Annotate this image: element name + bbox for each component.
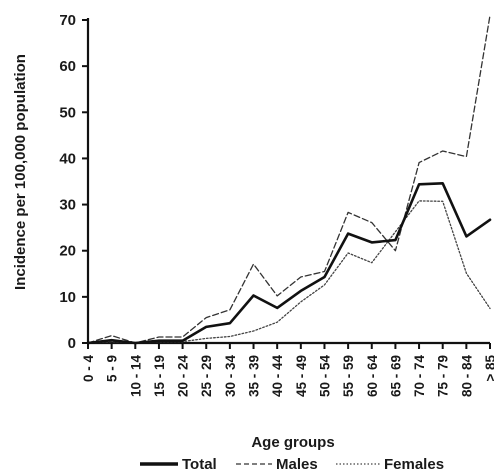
series-lines [86, 14, 492, 345]
x-tick-label: 50 - 54 [317, 355, 332, 398]
x-tick-label: 80 - 84 [459, 355, 474, 398]
y-tick-label: 40 [59, 150, 76, 167]
x-tick-label: 5 - 9 [105, 355, 120, 382]
x-tick-label: 10 - 14 [128, 355, 143, 398]
x-tick-label: 55 - 59 [341, 355, 356, 397]
y-axis: 0 10 20 30 40 50 60 70 [59, 12, 90, 352]
x-axis-title: Age groups [251, 434, 334, 451]
x-tick-label: 35 - 39 [247, 355, 262, 397]
x-tick-label: 0 - 4 [81, 355, 96, 383]
x-tick-label: 25 - 29 [199, 355, 214, 397]
x-tick-label: > 85 [483, 355, 494, 382]
y-tick-label: 70 [59, 12, 76, 29]
y-tick-label: 30 [59, 197, 76, 214]
x-tick-label: 45 - 49 [294, 355, 309, 397]
x-tick-label: 40 - 44 [270, 355, 285, 398]
legend: Total Males Females [140, 456, 444, 473]
y-tick-label: 0 [68, 335, 76, 352]
series-line-females [87, 200, 491, 344]
x-tick-label: 75 - 79 [436, 355, 451, 397]
series-line-males [87, 14, 491, 344]
legend-label-males: Males [276, 456, 318, 473]
x-tick-label: 30 - 34 [223, 355, 238, 398]
legend-label-females: Females [384, 456, 444, 473]
y-tick-label: 20 [59, 243, 76, 260]
x-tick-label: 15 - 19 [152, 355, 167, 397]
series-line-total [86, 182, 492, 345]
y-axis-title: Incidence per 100,000 population [12, 54, 29, 290]
y-tick-label: 50 [59, 104, 76, 121]
x-tick-label: 60 - 64 [365, 355, 380, 398]
x-tick-label: 20 - 24 [176, 355, 191, 398]
y-tick-label: 60 [59, 58, 76, 75]
x-tick-label: 70 - 74 [412, 355, 427, 398]
x-axis: 0 - 4 5 - 9 10 - 14 15 - 19 20 - 24 25 - 29 30… [81, 341, 494, 398]
x-tick-label: 65 - 69 [388, 355, 403, 397]
y-tick-label: 10 [59, 289, 76, 306]
legend-label-total: Total [182, 456, 217, 473]
